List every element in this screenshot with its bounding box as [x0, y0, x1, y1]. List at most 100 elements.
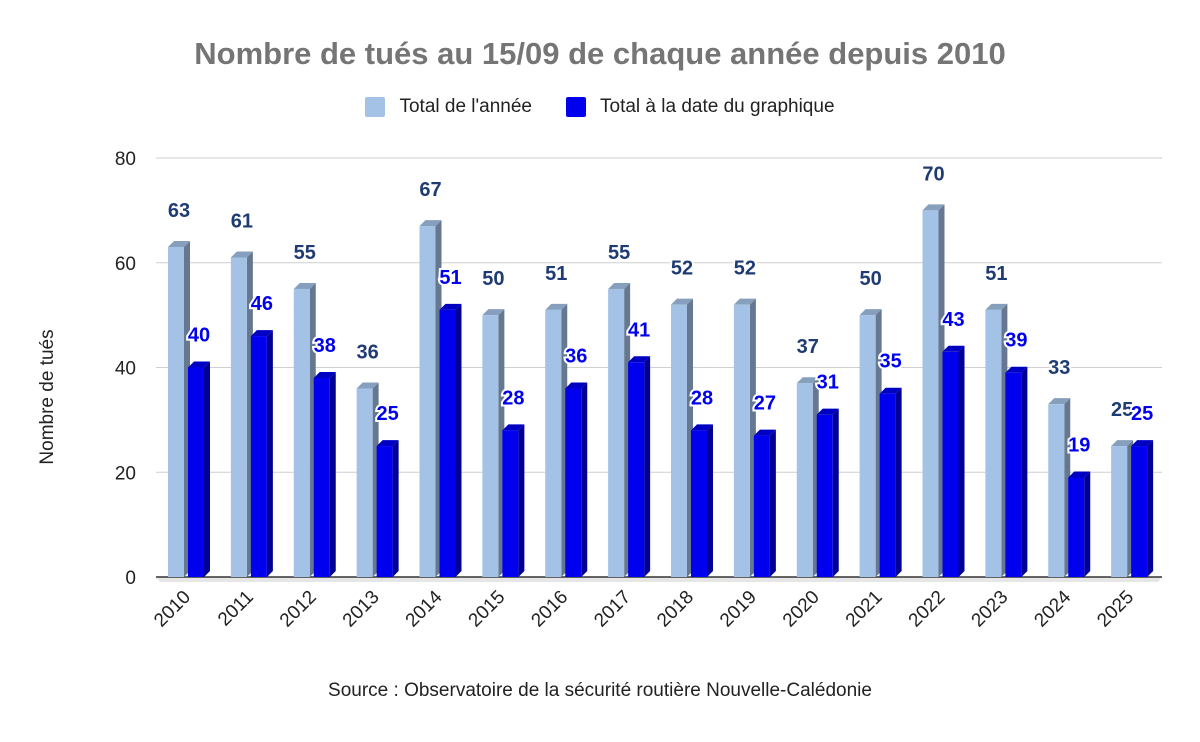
bar [879, 393, 896, 577]
bar [1068, 477, 1085, 577]
x-tick-label: 2025 [1093, 587, 1138, 632]
bar-top [230, 251, 253, 258]
bar-top [293, 282, 316, 289]
bar-side [204, 361, 210, 577]
bar [502, 430, 519, 577]
bar [628, 362, 645, 577]
data-label: 51 [985, 263, 1007, 285]
bar-top [439, 303, 462, 310]
bar [376, 446, 393, 577]
bar-side [895, 387, 902, 577]
bar [230, 257, 247, 577]
bar [922, 210, 939, 577]
bar-top [188, 361, 210, 368]
data-label: 40 [188, 325, 210, 347]
bar [1131, 446, 1148, 577]
y-tick-label: 20 [115, 463, 136, 484]
bar [691, 430, 707, 577]
bar-side [707, 424, 713, 577]
x-tick-label: 2019 [716, 587, 761, 632]
bar [1048, 404, 1065, 577]
data-label: 52 [671, 258, 693, 280]
legend-item-total-date[interactable]: Total à la date du graphique [566, 96, 835, 118]
bar [482, 315, 499, 577]
bar-side [329, 371, 336, 577]
x-tick-label: 2018 [653, 587, 698, 632]
bar [188, 367, 204, 577]
bar-top [985, 303, 1008, 310]
y-tick-label: 0 [125, 568, 136, 589]
legend-swatch-total-year [365, 97, 386, 117]
y-tick-label: 60 [115, 254, 136, 275]
data-label: 36 [565, 345, 587, 367]
data-label: 63 [168, 200, 190, 222]
data-label: 51 [439, 267, 461, 289]
bar [753, 435, 770, 577]
x-tick-label: 2017 [590, 587, 635, 632]
data-label: 25 [1111, 399, 1133, 421]
bar-side [266, 330, 273, 577]
data-label: 28 [502, 387, 524, 409]
bar-top [753, 429, 776, 436]
data-label: 33 [1048, 357, 1070, 379]
data-label: 25 [377, 403, 399, 425]
bar-top [608, 282, 631, 289]
x-tick-label: 2016 [527, 587, 572, 632]
bar [796, 383, 813, 577]
x-tick-label: 2010 [150, 587, 195, 632]
data-label: 19 [1068, 434, 1090, 456]
bar [859, 315, 876, 577]
bar-top [733, 298, 756, 305]
bar [733, 304, 750, 577]
bar-top [502, 424, 525, 431]
data-label: 37 [797, 336, 819, 358]
bar [545, 309, 562, 577]
bar [671, 304, 687, 577]
bar-top [1131, 440, 1154, 447]
bar-side [392, 440, 399, 577]
data-label: 41 [628, 319, 650, 341]
bar-top [250, 330, 273, 337]
bar-top [671, 298, 693, 305]
bar-top [313, 371, 336, 378]
legend-item-total-year[interactable]: Total de l'année [365, 96, 532, 118]
bar-side [581, 382, 588, 577]
x-tick-label: 2020 [779, 587, 824, 632]
bar-top [1068, 471, 1091, 478]
bar-top [816, 408, 839, 415]
data-label: 38 [314, 335, 336, 357]
source-note: Source : Observatoire de la sécurité rou… [328, 680, 872, 701]
bar-top [859, 309, 882, 316]
data-label: 35 [880, 351, 902, 373]
bar-top [628, 356, 651, 363]
bar-side [518, 424, 525, 577]
bar-top [168, 241, 190, 248]
bar-top [922, 204, 945, 211]
data-label: 39 [1005, 330, 1027, 352]
data-label: 70 [922, 163, 944, 185]
bar-side [644, 356, 651, 577]
bar [313, 377, 330, 577]
bar-side [769, 429, 776, 577]
bar [1111, 446, 1128, 577]
x-tick-label: 2022 [905, 587, 950, 632]
bar-top [942, 345, 965, 352]
bar-side [832, 408, 839, 577]
x-tick-label: 2012 [276, 587, 321, 632]
bar [985, 309, 1002, 577]
data-label: 55 [608, 242, 630, 264]
bar [565, 388, 582, 577]
bar-side [455, 303, 462, 577]
legend: Total de l'année Total à la date du grap… [0, 96, 1200, 118]
bar-top [419, 220, 442, 227]
data-label: 31 [817, 372, 839, 394]
bar-side [958, 345, 965, 577]
data-label: 67 [419, 179, 441, 201]
x-tick-label: 2011 [214, 587, 258, 631]
bar [439, 309, 456, 577]
data-label: 50 [860, 268, 882, 290]
bar-side [1021, 366, 1028, 577]
bar-top [879, 387, 902, 394]
bar-top [482, 309, 505, 316]
x-tick-label: 2023 [968, 587, 1013, 632]
